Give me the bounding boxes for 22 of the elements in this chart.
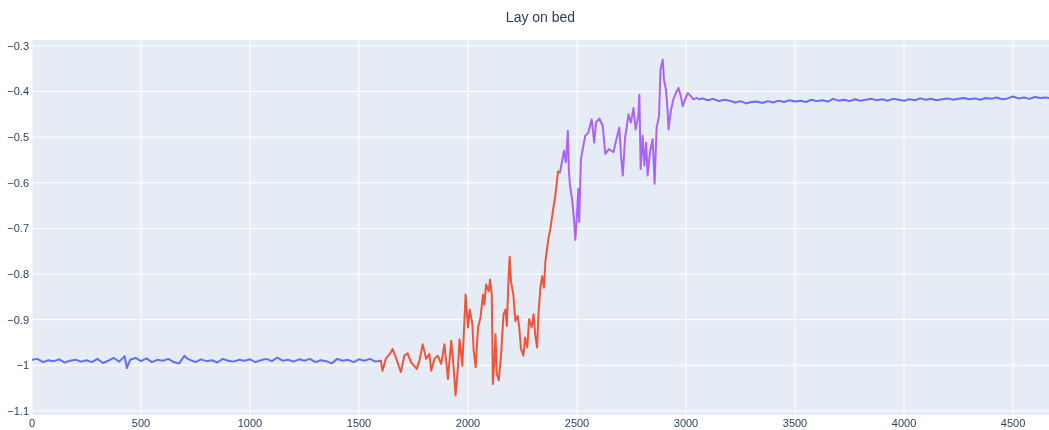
y-tick-label: −1.1 <box>7 404 29 417</box>
x-tick-label: 2000 <box>455 417 481 429</box>
x-tick-label: 1000 <box>237 417 263 429</box>
y-tick-label: −0.9 <box>7 313 29 326</box>
x-tick-label: 0 <box>28 417 36 429</box>
y-tick-label: −0.3 <box>7 39 29 52</box>
x-tick-label: 4500 <box>1000 417 1026 429</box>
line-series <box>379 170 562 397</box>
line-series <box>559 58 701 241</box>
y-tick-label: −1 <box>16 359 29 372</box>
x-tick-label: 3000 <box>673 417 699 429</box>
y-tick-label: −0.5 <box>7 131 29 144</box>
y-tick-label: −0.8 <box>7 267 29 280</box>
y-tick-label: −0.4 <box>7 85 29 98</box>
x-tick-label: 4000 <box>891 417 917 429</box>
x-tick-label: 500 <box>131 417 151 429</box>
x-tick-label: 3500 <box>782 417 808 429</box>
y-tick-label: −0.6 <box>7 176 29 189</box>
chart-title: Lay on bed <box>505 9 576 25</box>
x-tick-label: 2500 <box>564 417 590 429</box>
y-tick-label: −0.7 <box>7 222 29 235</box>
x-tick-label: 1500 <box>346 417 372 429</box>
